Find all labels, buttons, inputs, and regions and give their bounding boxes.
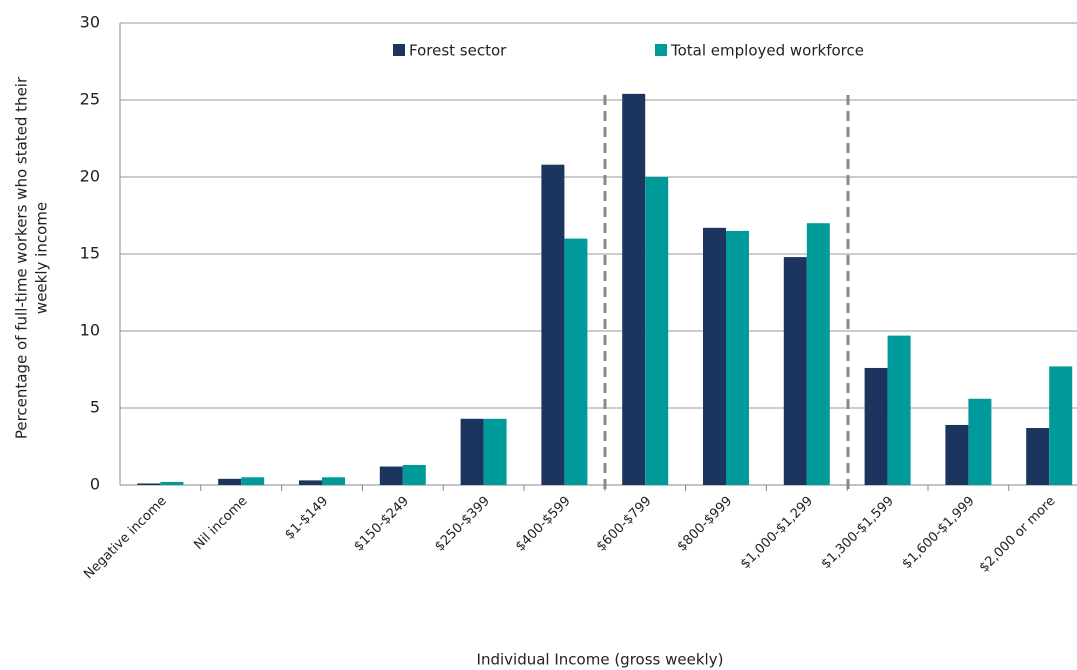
- x-tick-label: $1,300-$1,599: [819, 494, 897, 572]
- legend-swatch: [655, 44, 667, 56]
- bar: [299, 480, 322, 485]
- legend-label: Forest sector: [409, 42, 507, 60]
- x-tick-label: Negative income: [81, 494, 169, 582]
- y-tick-label: 0: [90, 475, 100, 494]
- bar: [783, 257, 807, 485]
- y-tick-label: 20: [80, 167, 100, 186]
- x-tick-label: $1,600-$1,999: [899, 494, 977, 572]
- bar: [541, 164, 565, 485]
- legend-label: Total employed workforce: [670, 42, 864, 60]
- bar: [460, 418, 484, 485]
- bar: [622, 93, 646, 485]
- bar: [645, 177, 669, 485]
- y-tick-label: 10: [80, 321, 100, 340]
- bar: [945, 424, 969, 485]
- x-tick-label: $2,000 or more: [977, 494, 1059, 576]
- bar: [218, 478, 242, 485]
- y-tick-label: 25: [80, 90, 100, 109]
- x-tick-label: $250-$399: [432, 494, 493, 555]
- bar: [968, 398, 992, 485]
- bar: [483, 418, 507, 485]
- legend-swatch: [393, 44, 405, 56]
- y-axis-title: Percentage of full-time workers who stat…: [13, 76, 31, 439]
- x-tick-label: $1,000-$1,299: [738, 494, 816, 572]
- y-tick-label: 15: [80, 244, 100, 263]
- x-tick-label: $1-$149: [282, 494, 331, 543]
- bar: [864, 367, 888, 485]
- y-axis-title: weekly income: [33, 202, 51, 314]
- bar: [726, 230, 749, 485]
- bar: [241, 477, 265, 485]
- bar: [806, 223, 830, 485]
- y-tick-label: 30: [80, 13, 100, 32]
- bar: [160, 481, 184, 485]
- bar: [564, 238, 588, 485]
- bar: [137, 483, 161, 485]
- bar: [1026, 428, 1050, 485]
- bar: [1049, 366, 1073, 485]
- x-tick-label: $600-$799: [594, 494, 655, 555]
- x-tick-label: $800-$999: [675, 494, 736, 555]
- bar: [703, 227, 726, 485]
- x-tick-label: $400-$599: [513, 494, 574, 555]
- y-tick-label: 5: [90, 398, 100, 417]
- bar: [322, 477, 345, 485]
- bar: [887, 335, 911, 485]
- x-tick-label: Nil income: [191, 494, 250, 553]
- x-axis-title: Individual Income (gross weekly): [477, 651, 724, 669]
- bar: [402, 464, 426, 485]
- bar: [379, 466, 403, 485]
- x-tick-label: $150-$249: [351, 494, 412, 555]
